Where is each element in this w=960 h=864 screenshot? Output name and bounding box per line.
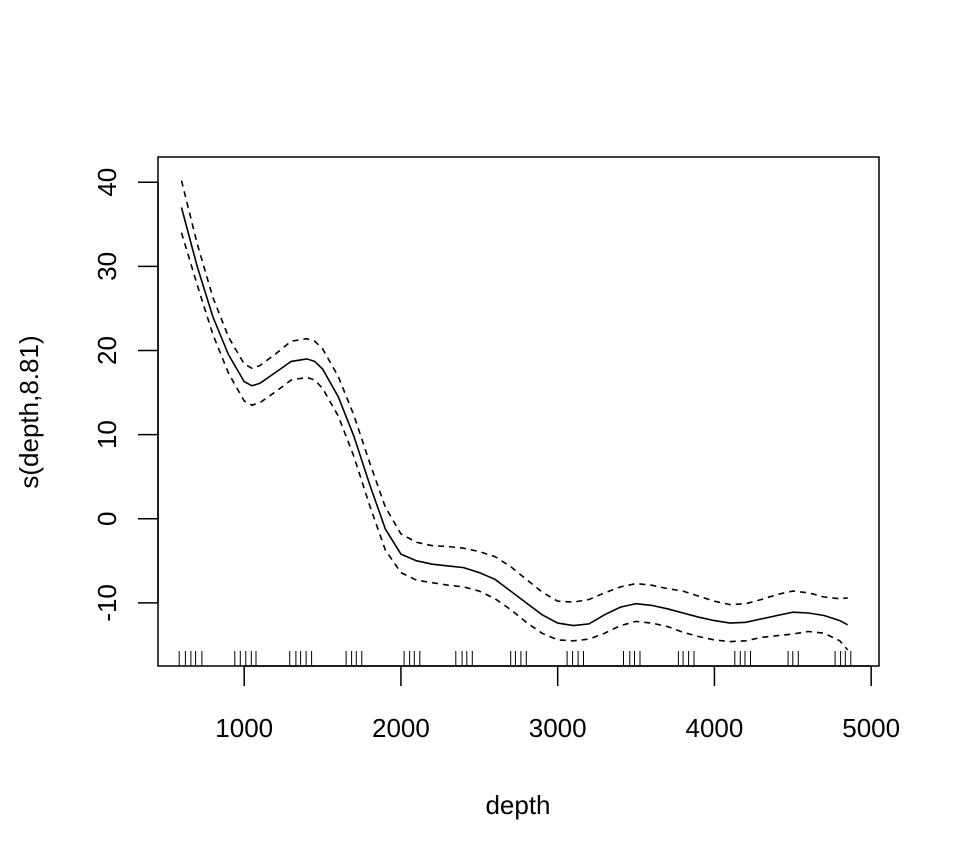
x-tick-label: 1000 [215, 713, 273, 743]
y-axis-label: s(depth,8.81) [14, 335, 44, 488]
x-axis: 1000 2000 3000 4000 5000 [215, 665, 900, 743]
x-axis-label: depth [485, 790, 550, 820]
y-tick-label: 20 [92, 336, 122, 365]
rug-marks [178, 651, 852, 666]
lower-band-line [180, 232, 849, 651]
plot-frame [157, 156, 880, 667]
x-tick-label: 5000 [842, 713, 900, 743]
y-tick-label: 30 [92, 252, 122, 281]
y-tick-label: 10 [92, 420, 122, 449]
upper-band-line [180, 180, 848, 606]
series-group [180, 180, 849, 651]
x-tick-label: 2000 [372, 713, 430, 743]
y-axis: -10 0 10 20 30 40 [92, 168, 159, 622]
x-tick-label: 3000 [529, 713, 587, 743]
y-tick-label: 40 [92, 168, 122, 197]
fitted-smooth-line [180, 207, 849, 627]
x-tick-label: 4000 [686, 713, 744, 743]
y-tick-label: -10 [92, 584, 122, 622]
y-tick-label: 0 [92, 512, 122, 526]
